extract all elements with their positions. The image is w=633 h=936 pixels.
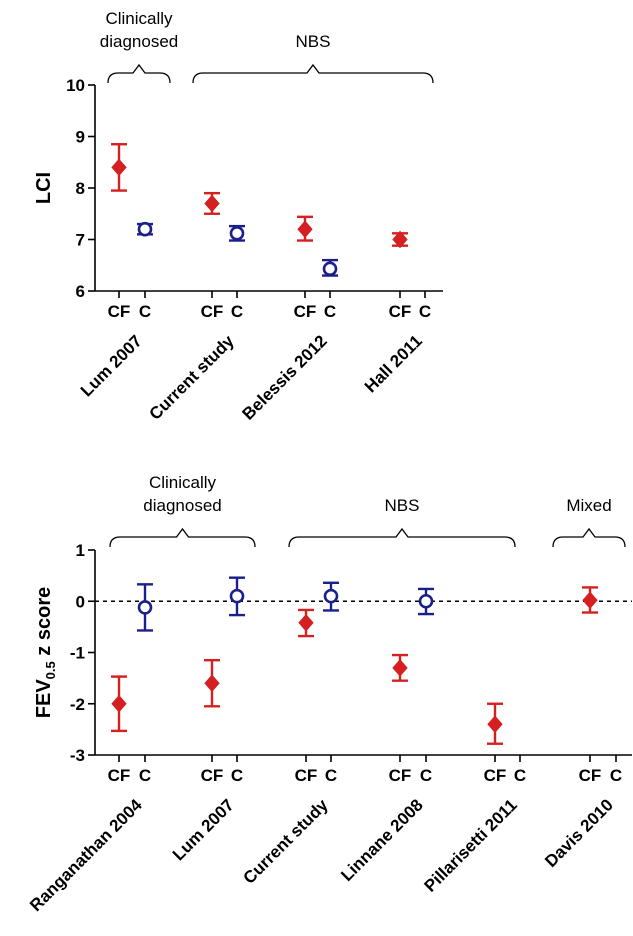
y-tick-label: 6 <box>76 282 85 301</box>
group-label-line: NBS <box>296 32 331 51</box>
group-label-line: Mixed <box>566 496 611 515</box>
study-label: Current study <box>240 795 333 888</box>
cf-point <box>111 158 127 177</box>
study-label: Pillarisetti 2011 <box>421 795 521 895</box>
group-label-line: NBS <box>385 496 420 515</box>
y-tick-label: 1 <box>76 541 85 560</box>
group-label-line: diagnosed <box>143 496 221 515</box>
x-tick-label-c: C <box>419 302 431 321</box>
study-label: Davis 2010 <box>541 795 617 871</box>
x-tick-label-cf: CF <box>484 766 507 785</box>
lci-panel: 6 7 8 9 10 LCI Clinically diagnosed NBS CF C Lum 20… <box>33 9 443 424</box>
cf-point <box>392 230 408 249</box>
y-tick-label: -2 <box>70 695 85 714</box>
x-tick-label-cf: CF <box>295 766 318 785</box>
x-tick-label-c: C <box>139 766 151 785</box>
cf-point <box>582 591 598 609</box>
cf-point <box>392 659 408 677</box>
study-label: Ranganathan 2004 <box>26 795 146 915</box>
study-label: Current study <box>146 331 239 424</box>
group-bracket <box>192 63 434 84</box>
group-label-line: diagnosed <box>100 32 178 51</box>
c-point <box>137 600 153 615</box>
group-bracket <box>107 63 171 84</box>
cf-point <box>204 194 220 213</box>
y-axis-label-rest: z score <box>33 587 55 661</box>
fev-panel: -3 -2 -1 0 1 FEV0.5 z score Clinically diagnose… <box>26 473 632 915</box>
group-bracket <box>288 527 516 548</box>
x-tick-label-cf: CF <box>108 766 131 785</box>
group-label-line: Clinically <box>105 9 173 28</box>
x-tick-label-c: C <box>325 766 337 785</box>
y-tick-label: 9 <box>76 128 85 147</box>
group-bracket <box>552 527 626 548</box>
c-point <box>322 261 338 277</box>
cf-point <box>298 614 314 632</box>
y-tick-label: 0 <box>76 592 85 611</box>
c-point <box>137 221 153 237</box>
y-axis-label-subscript: 0.5 <box>43 661 58 679</box>
x-tick-label-c: C <box>139 302 151 321</box>
y-axis-label-main: FEV <box>33 679 55 719</box>
group-label: NBS <box>385 496 420 515</box>
cf-point <box>487 715 503 734</box>
y-tick-label: 8 <box>76 179 85 198</box>
group-label: Clinically diagnosed <box>143 473 221 515</box>
group-label-line: Clinically <box>149 473 217 492</box>
x-tick-label-c: C <box>231 302 243 321</box>
group-bracket <box>109 527 256 548</box>
study-label: Lum 2007 <box>77 331 146 400</box>
x-tick-label-cf: CF <box>108 302 131 321</box>
c-point <box>229 226 245 241</box>
c-point <box>323 588 339 604</box>
c-point <box>418 593 434 609</box>
x-tick-label-cf: CF <box>201 302 224 321</box>
y-tick-label: -1 <box>70 644 85 663</box>
cf-point <box>297 220 313 238</box>
x-tick-label-cf: CF <box>201 766 224 785</box>
study-label: Linnane 2008 <box>337 795 427 885</box>
cf-point <box>111 694 127 713</box>
x-tick-label-c: C <box>231 766 243 785</box>
c-point <box>229 588 245 604</box>
y-tick-label: -3 <box>70 746 85 765</box>
group-label: Mixed <box>566 496 611 515</box>
x-tick-label-c: C <box>324 302 336 321</box>
group-label: NBS <box>296 32 331 51</box>
y-tick-label: 7 <box>76 231 85 250</box>
y-tick-label: 10 <box>66 76 85 95</box>
y-axis-label: LCI <box>33 172 55 204</box>
cf-point <box>204 674 220 693</box>
x-tick-label-c: C <box>610 766 622 785</box>
x-tick-label-cf: CF <box>389 302 412 321</box>
x-tick-label-cf: CF <box>389 766 412 785</box>
study-label: Hall 2011 <box>361 331 426 396</box>
y-axis-label: FEV0.5 z score <box>33 587 58 718</box>
study-label: Belessis 2012 <box>239 331 331 423</box>
x-tick-label-cf: CF <box>579 766 602 785</box>
study-label: Lum 2007 <box>169 795 238 864</box>
x-tick-label-c: C <box>420 766 432 785</box>
x-tick-label-cf: CF <box>294 302 317 321</box>
group-label: Clinically diagnosed <box>100 9 178 51</box>
x-tick-label-c: C <box>514 766 526 785</box>
